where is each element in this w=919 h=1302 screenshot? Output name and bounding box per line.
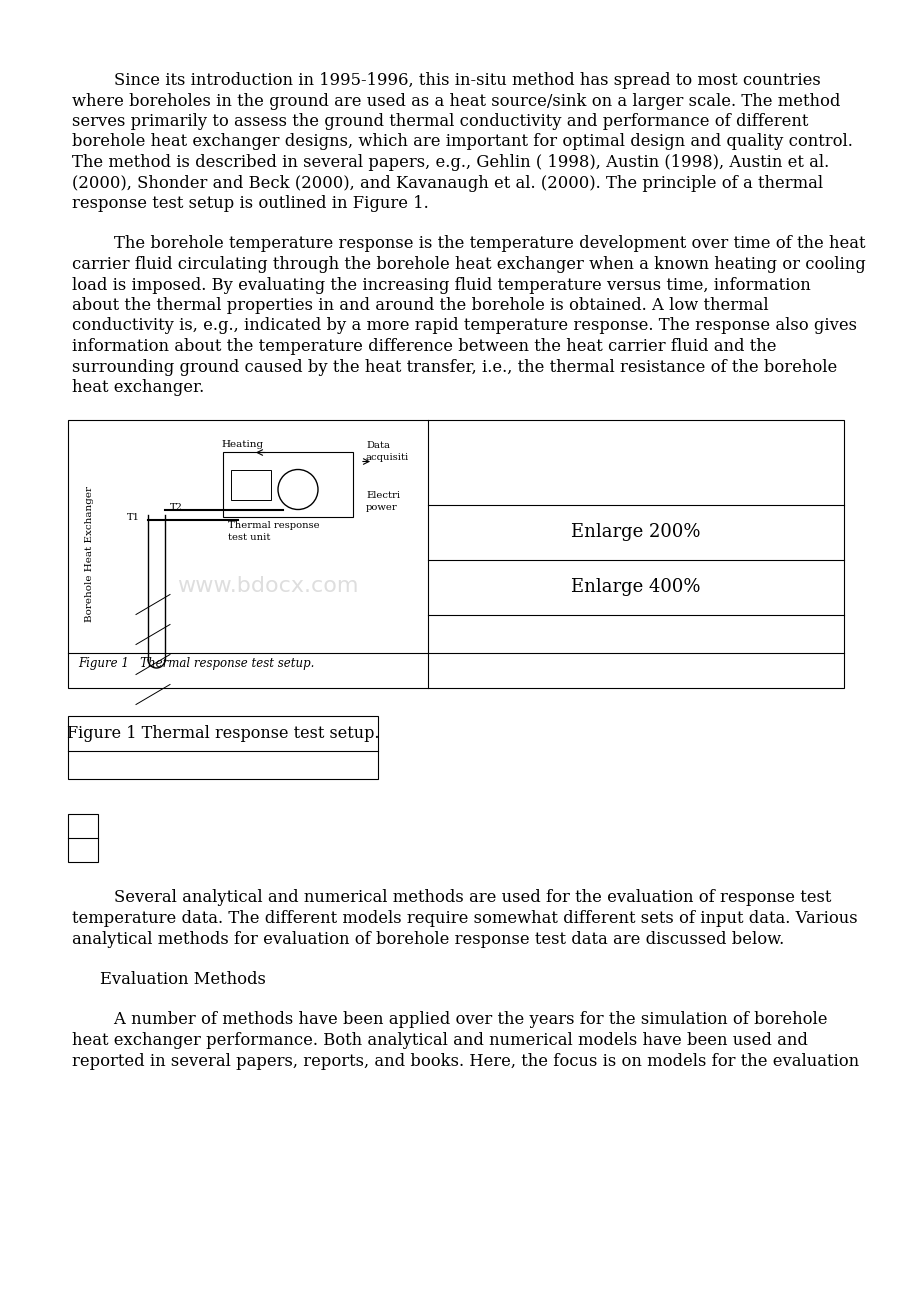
Text: information about the temperature difference between the heat carrier fluid and : information about the temperature differ… xyxy=(72,339,776,355)
Text: about the thermal properties in and around the borehole is obtained. A low therm: about the thermal properties in and arou… xyxy=(72,297,767,314)
Text: surrounding ground caused by the heat transfer, i.e., the thermal resistance of : surrounding ground caused by the heat tr… xyxy=(72,358,836,375)
Text: Figure 1   Thermal response test setup.: Figure 1 Thermal response test setup. xyxy=(78,658,314,671)
Bar xyxy=(68,419,843,687)
Text: heat exchanger performance. Both analytical and numerical models have been used : heat exchanger performance. Both analyti… xyxy=(72,1032,807,1049)
Bar xyxy=(222,452,353,517)
Bar xyxy=(68,716,378,779)
Text: conductivity is, e.g., indicated by a more rapid temperature response. The respo: conductivity is, e.g., indicated by a mo… xyxy=(72,318,857,335)
Text: Thermal response
test unit: Thermal response test unit xyxy=(228,522,319,542)
Text: carrier fluid circulating through the borehole heat exchanger when a known heati: carrier fluid circulating through the bo… xyxy=(72,256,865,273)
Text: Figure 1 Thermal response test setup.: Figure 1 Thermal response test setup. xyxy=(67,724,379,742)
Text: load is imposed. By evaluating the increasing fluid temperature versus time, inf: load is imposed. By evaluating the incre… xyxy=(72,276,810,293)
Text: temperature data. The different models require somewhat different sets of input : temperature data. The different models r… xyxy=(72,910,857,927)
Text: response test setup is outlined in Figure 1.: response test setup is outlined in Figur… xyxy=(72,195,428,212)
Text: Several analytical and numerical methods are used for the evaluation of response: Several analytical and numerical methods… xyxy=(72,889,831,906)
Text: T1: T1 xyxy=(127,513,140,522)
Text: Borehole Heat Exchanger: Borehole Heat Exchanger xyxy=(85,486,95,621)
Text: heat exchanger.: heat exchanger. xyxy=(72,379,204,396)
Text: Evaluation Methods: Evaluation Methods xyxy=(100,971,266,988)
Text: www.bdocx.com: www.bdocx.com xyxy=(177,575,358,595)
Text: Since its introduction in 1995-1996, this in-situ method has spread to most coun: Since its introduction in 1995-1996, thi… xyxy=(72,72,820,89)
Text: The borehole temperature response is the temperature development over time of th: The borehole temperature response is the… xyxy=(72,236,865,253)
Text: reported in several papers, reports, and books. Here, the focus is on models for: reported in several papers, reports, and… xyxy=(72,1052,858,1069)
Text: Electri
power: Electri power xyxy=(366,491,400,512)
Text: analytical methods for evaluation of borehole response test data are discussed b: analytical methods for evaluation of bor… xyxy=(72,931,783,948)
Text: (2000), Shonder and Beck (2000), and Kavanaugh et al. (2000). The principle of a: (2000), Shonder and Beck (2000), and Kav… xyxy=(72,174,823,191)
Text: Enlarge 400%: Enlarge 400% xyxy=(571,578,700,596)
Text: serves primarily to assess the ground thermal conductivity and performance of di: serves primarily to assess the ground th… xyxy=(72,113,808,130)
Text: Enlarge 200%: Enlarge 200% xyxy=(571,523,700,542)
Text: borehole heat exchanger designs, which are important for optimal design and qual: borehole heat exchanger designs, which a… xyxy=(72,134,852,151)
Bar xyxy=(68,814,98,862)
Text: Heating: Heating xyxy=(221,440,264,449)
Bar xyxy=(231,470,271,500)
Text: A number of methods have been applied over the years for the simulation of boreh: A number of methods have been applied ov… xyxy=(72,1012,826,1029)
Text: where boreholes in the ground are used as a heat source/sink on a larger scale. : where boreholes in the ground are used a… xyxy=(72,92,839,109)
Text: T2: T2 xyxy=(170,503,183,512)
Text: The method is described in several papers, e.g., Gehlin ( 1998), Austin (1998), : The method is described in several paper… xyxy=(72,154,828,171)
Text: Data
acquisiti: Data acquisiti xyxy=(366,441,409,462)
